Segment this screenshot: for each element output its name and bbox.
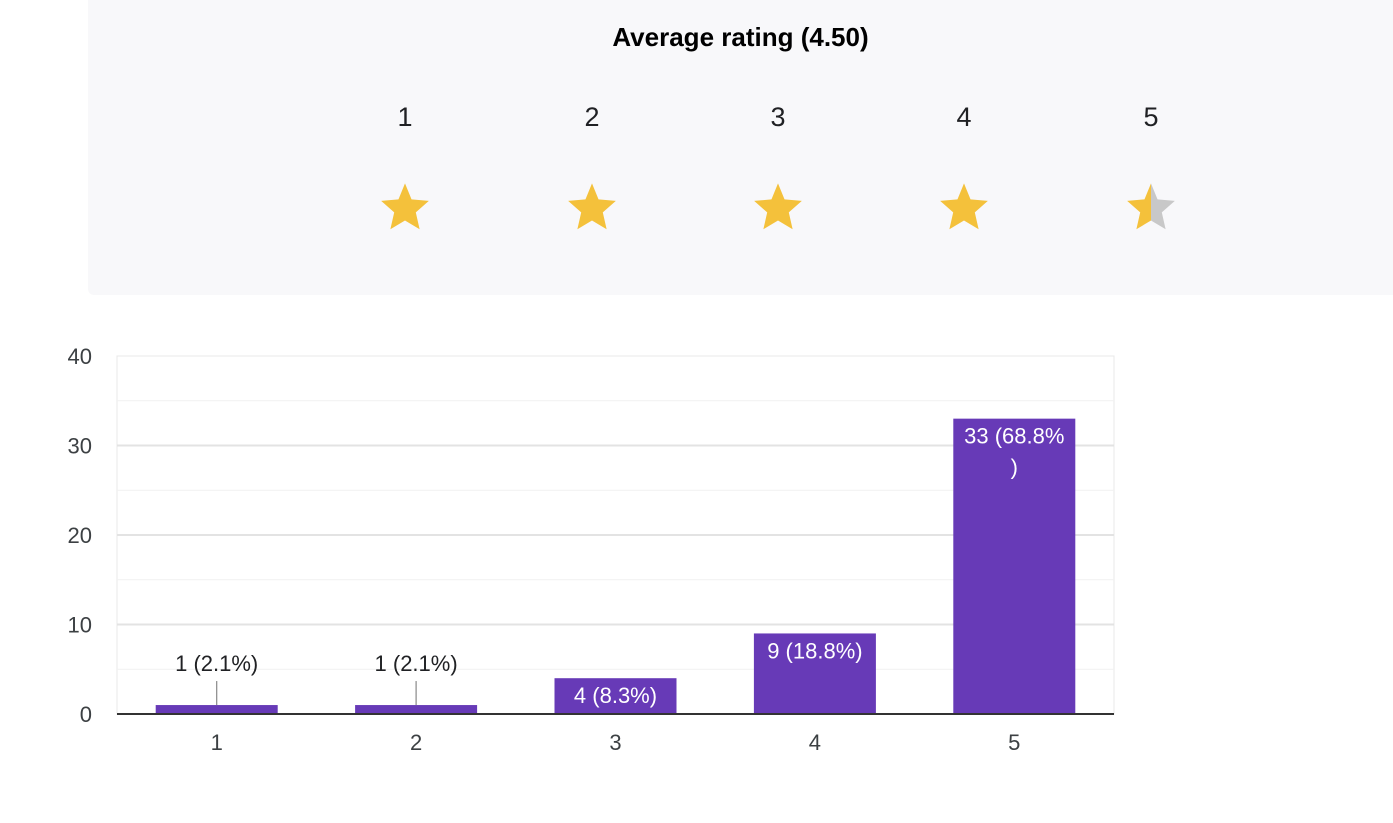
star-number-label: 3 <box>770 102 786 132</box>
half-star-icon <box>1127 183 1175 230</box>
star-icon <box>754 183 802 230</box>
star-number-label: 4 <box>956 102 972 132</box>
star-number-label: 2 <box>584 102 600 132</box>
bar-2 <box>355 705 478 714</box>
bar-5 <box>953 418 1076 714</box>
x-tick-label: 5 <box>1008 730 1020 755</box>
bar-4 <box>753 633 876 714</box>
rating-star-5: 5 <box>1111 100 1191 234</box>
x-tick-label: 4 <box>809 730 821 755</box>
average-rating-title: Average rating (4.50) <box>612 22 869 52</box>
rating-panel: Average rating (4.50) 1 2 3 4 5 <box>88 0 1393 295</box>
bar-data-label: 1 (2.1%) <box>375 651 458 676</box>
y-tick-label: 20 <box>68 523 92 548</box>
star-number-label: 5 <box>1143 102 1159 132</box>
star-icon <box>568 183 616 230</box>
x-tick-label: 1 <box>211 730 223 755</box>
rating-star-4: 4 <box>924 100 1004 234</box>
bar-data-label: 4 (8.3%) <box>574 683 657 708</box>
rating-star-1: 1 <box>365 100 445 234</box>
y-tick-label: 30 <box>68 434 92 459</box>
rating-star-2: 2 <box>552 100 632 234</box>
rating-star-3: 3 <box>738 100 818 234</box>
y-tick-label: 10 <box>68 613 92 638</box>
rating-distribution-chart: 0 10 20 30 40 1 1 (2.1%) 2 1 (2.1%) 3 4 (8.3%) 4 9 (… <box>68 344 1115 755</box>
star-number-label: 1 <box>397 102 413 132</box>
bar-data-label: 1 (2.1%) <box>175 651 258 676</box>
x-tick-label: 3 <box>609 730 621 755</box>
star-icon <box>381 183 429 230</box>
bar-1 <box>155 705 278 714</box>
y-tick-label: 40 <box>68 344 92 369</box>
bar-3 <box>554 678 677 714</box>
y-tick-label: 0 <box>80 702 92 727</box>
x-tick-label: 2 <box>410 730 422 755</box>
bar-data-label: 9 (18.8%) <box>767 638 862 663</box>
bar-data-label: 33 (68.8% <box>964 424 1064 449</box>
star-icon <box>940 183 988 230</box>
bar-data-label: ) <box>1011 455 1018 480</box>
